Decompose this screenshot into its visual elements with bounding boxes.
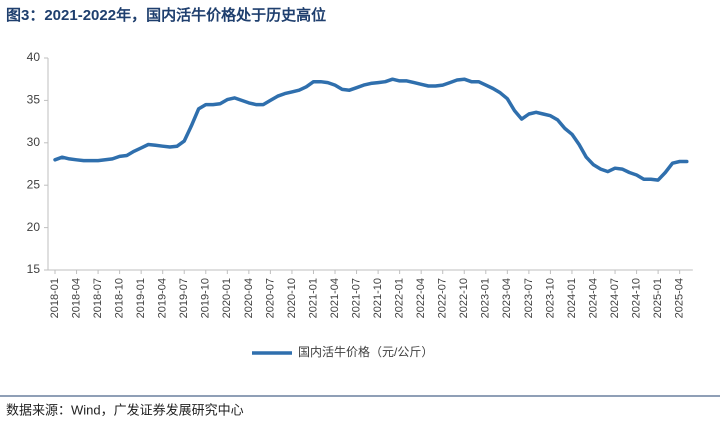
- x-tick-label: 2019-01: [135, 278, 147, 318]
- x-tick-label: 2018-01: [49, 278, 61, 318]
- x-tick-label: 2021-07: [350, 278, 362, 318]
- source-note: 数据来源：Wind，广发证券发展研究中心: [6, 402, 244, 417]
- y-tick-label: 30: [27, 135, 41, 149]
- y-tick-label: 35: [27, 93, 41, 107]
- y-tick-label: 25: [27, 177, 41, 191]
- x-tick-label: 2024-10: [630, 278, 642, 318]
- chart-title: 图3：2021-2022年，国内活牛价格处于历史高位: [6, 6, 326, 24]
- x-tick-label: 2023-04: [501, 278, 513, 318]
- x-tick-label: 2018-04: [70, 278, 82, 318]
- series-line: [53, 77, 689, 182]
- x-tick-label: 2023-01: [480, 278, 492, 318]
- x-tick-label: 2018-07: [92, 278, 104, 318]
- x-tick-label: 2023-07: [523, 278, 535, 318]
- x-tick-label: 2020-01: [221, 278, 233, 318]
- x-tick-label: 2020-07: [264, 278, 276, 318]
- y-tick-label: 20: [27, 220, 41, 234]
- legend-label: 国内活牛价格（元/公斤）: [298, 344, 433, 359]
- x-tick-label: 2021-10: [372, 278, 384, 318]
- x-tick-label: 2019-10: [200, 278, 212, 318]
- x-tick-label: 2021-04: [329, 278, 341, 318]
- x-tick-label: 2021-01: [307, 278, 319, 318]
- x-tick-label: 2020-04: [243, 278, 255, 318]
- x-tick-label: 2022-04: [415, 278, 427, 318]
- x-tick-label: 2019-04: [157, 278, 169, 318]
- x-tick-label: 2020-10: [286, 278, 298, 318]
- x-tick-label: 2024-04: [587, 278, 599, 318]
- x-tick-label: 2024-07: [609, 278, 621, 318]
- x-tick-label: 2023-10: [544, 278, 556, 318]
- x-tick-label: 2022-10: [458, 278, 470, 318]
- x-tick-label: 2025-01: [652, 278, 664, 318]
- y-tick-label: 15: [27, 262, 41, 276]
- x-tick-label: 2019-07: [178, 278, 190, 318]
- x-tick-label: 2025-04: [674, 278, 686, 318]
- x-tick-label: 2024-01: [566, 278, 578, 318]
- x-tick-label: 2022-07: [437, 278, 449, 318]
- x-tick-label: 2018-10: [114, 278, 126, 318]
- x-tick-label: 2022-01: [394, 278, 406, 318]
- y-tick-label: 40: [27, 50, 41, 64]
